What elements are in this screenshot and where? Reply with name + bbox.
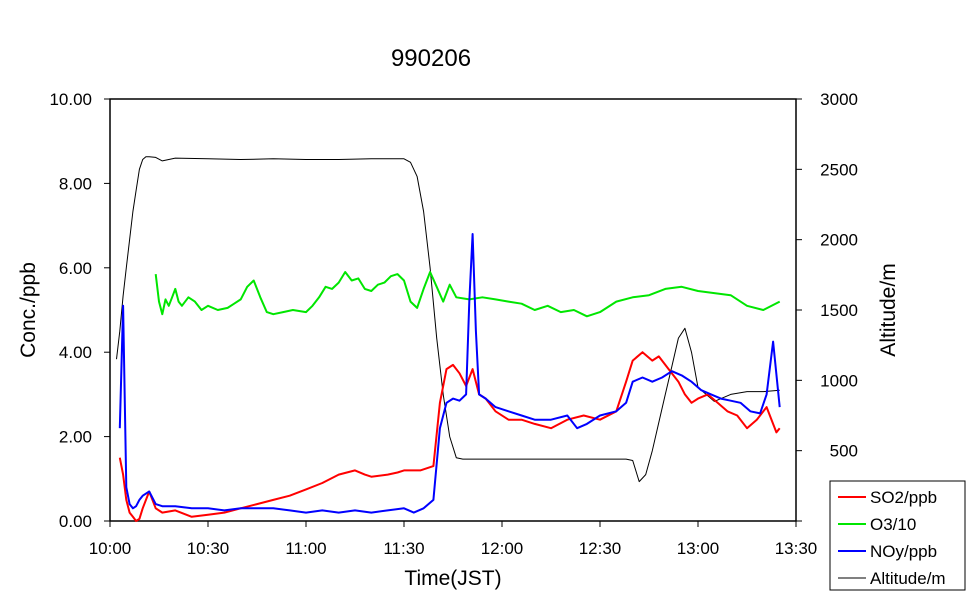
- y-axis-left-title: Conc./ppb: [17, 262, 40, 358]
- y-right-tick-label: 1500: [820, 301, 858, 320]
- y-axis-right-title: Altitude/m: [877, 263, 900, 356]
- plot-area: [109, 98, 797, 522]
- series-line-o3-10: [154, 271, 781, 318]
- series-line-noy-ppb: [118, 233, 781, 514]
- legend-label-noy-ppb: NOy/ppb: [870, 542, 937, 561]
- y-right-tick-label: 3000: [820, 90, 858, 109]
- legend-box: [829, 480, 966, 591]
- legend: SO2/ppb O3/10 NOy/ppb Altitude/m: [829, 480, 966, 591]
- y-right-tick-label: 500: [830, 442, 858, 461]
- legend-label-o3-10: O3/10: [870, 515, 916, 534]
- legend-items: SO2/ppb O3/10 NOy/ppb Altitude/m: [838, 488, 946, 588]
- y-left-tick-label: 2.00: [59, 428, 92, 447]
- y-right-tick-label: 2000: [820, 231, 858, 250]
- x-tick-label: 10:30: [187, 539, 230, 558]
- x-tick-label: 12:30: [579, 539, 622, 558]
- y-left-tick-label: 4.00: [59, 343, 92, 362]
- y-left-tick-label: 0.00: [59, 512, 92, 531]
- series-line-altitude-m: [116, 156, 780, 483]
- x-axis-title: Time(JST): [404, 567, 501, 590]
- y-left-tick-label: 10.00: [49, 90, 92, 109]
- x-tick-label: 13:00: [677, 539, 720, 558]
- ticks-layer: 10:00 10:30 11:00 11:30 12:00 12:30 13:00 13:30…: [49, 90, 858, 558]
- y-right-tick-label: 1000: [820, 371, 858, 390]
- series-layer: [116, 156, 781, 522]
- chart-title: 990206: [391, 45, 471, 72]
- x-tick-label: 12:00: [481, 539, 524, 558]
- y-left-tick-label: 6.00: [59, 259, 92, 278]
- y-right-tick-label: 2500: [820, 160, 858, 179]
- legend-label-so2-ppb: SO2/ppb: [870, 488, 937, 507]
- series-line-so2-ppb: [118, 351, 781, 522]
- x-tick-label: 10:00: [89, 539, 132, 558]
- y-left-tick-label: 8.00: [59, 174, 92, 193]
- x-tick-label: 13:30: [775, 539, 818, 558]
- legend-label-altitude-m: Altitude/m: [870, 569, 946, 588]
- x-tick-label: 11:00: [285, 539, 326, 558]
- x-tick-label: 11:30: [383, 539, 424, 558]
